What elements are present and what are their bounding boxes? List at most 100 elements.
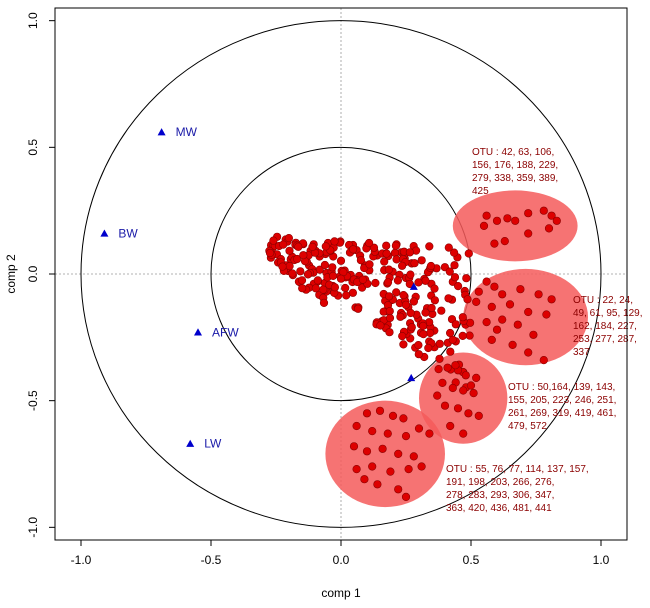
variable-label: BW: [118, 226, 138, 240]
data-point: [330, 237, 339, 246]
data-point: [552, 216, 561, 225]
data-point: [444, 243, 453, 252]
data-point: [378, 444, 387, 453]
data-point: [409, 297, 419, 306]
data-point: [384, 265, 394, 274]
data-point: [524, 229, 533, 238]
cluster-label-line: 162, 184, 227,: [573, 321, 637, 332]
data-point: [373, 480, 382, 489]
cluster-label-line: 363, 420, 436, 481, 441: [446, 503, 552, 514]
data-point: [462, 274, 471, 283]
data-point: [349, 245, 358, 254]
data-point: [472, 297, 481, 307]
cluster-ellipse: [419, 352, 508, 444]
data-point: [349, 442, 359, 451]
y-axis: -1.0 -0.5 0.0 0.5 1.0: [26, 12, 55, 538]
data-point: [498, 290, 507, 299]
data-point: [369, 243, 379, 252]
data-point: [472, 373, 481, 383]
data-point: [474, 287, 483, 296]
data-point: [376, 321, 385, 330]
data-point: [419, 321, 428, 331]
data-point: [505, 300, 515, 309]
data-point: [393, 276, 403, 285]
data-point: [288, 269, 297, 278]
data-point: [365, 260, 374, 269]
data-point: [419, 330, 428, 339]
cluster-label-line: 49, 61, 95, 129,: [573, 308, 643, 319]
data-point: [341, 283, 350, 293]
data-point: [448, 335, 457, 344]
data-point: [362, 409, 372, 418]
cluster-label-line: OTU : 42, 63, 106,: [472, 147, 554, 158]
data-point: [380, 257, 389, 266]
data-point: [435, 354, 444, 363]
data-point: [398, 261, 407, 270]
data-point: [511, 216, 520, 225]
data-point: [360, 475, 369, 484]
data-point: [425, 429, 434, 438]
data-point: [399, 291, 408, 300]
data-point: [482, 211, 491, 220]
data-point: [406, 270, 415, 279]
variable-marker-triangle: [194, 328, 202, 336]
x-tick-label: 1.0: [593, 553, 610, 567]
data-point: [516, 285, 525, 294]
data-point: [278, 262, 287, 271]
data-point: [437, 306, 446, 315]
data-point: [524, 348, 533, 357]
y-tick-label: -1.0: [26, 517, 40, 538]
data-point: [482, 277, 491, 286]
data-point: [401, 432, 411, 441]
data-point: [492, 216, 502, 225]
cluster-labels: OTU : 42, 63, 106, 156, 176, 188, 229, 279…: [446, 147, 643, 514]
data-point: [303, 270, 313, 279]
data-point: [529, 330, 538, 339]
data-point: [410, 259, 419, 268]
data-point: [391, 241, 401, 250]
data-point: [279, 240, 288, 249]
correlation-circles: [80, 20, 602, 528]
data-point: [459, 386, 468, 395]
data-point: [401, 300, 411, 309]
data-point: [358, 275, 368, 284]
variable-marker-triangle: [407, 373, 416, 382]
data-point: [266, 248, 275, 258]
data-point: [328, 263, 337, 272]
data-point: [409, 452, 418, 461]
data-point: [365, 238, 374, 248]
data-point: [421, 276, 430, 285]
y-axis-label: comp 2: [4, 254, 18, 294]
variable-marker-triangle: [409, 282, 418, 290]
data-points: [265, 206, 561, 502]
x-tick-label: 0.5: [463, 553, 480, 567]
data-point: [542, 310, 551, 319]
data-point: [446, 347, 455, 356]
data-point: [399, 414, 408, 423]
data-point: [450, 248, 459, 257]
y-tick-label: -0.5: [26, 390, 40, 411]
data-point: [451, 361, 460, 370]
data-point: [524, 209, 533, 218]
variable-marker-triangle: [157, 128, 166, 136]
data-point: [513, 320, 522, 329]
data-point: [524, 307, 533, 317]
data-point: [490, 282, 499, 291]
data-point: [284, 234, 294, 243]
data-point: [498, 315, 507, 324]
data-point: [329, 271, 338, 281]
data-point: [503, 214, 512, 223]
data-point: [299, 251, 308, 260]
data-point: [396, 312, 405, 321]
data-point: [330, 283, 340, 292]
data-point: [427, 303, 436, 313]
cluster-label-line: OTU : 50,164, 139, 143,: [508, 382, 615, 393]
data-point: [430, 296, 440, 305]
data-point: [293, 254, 302, 264]
data-point: [405, 248, 415, 257]
data-point: [414, 278, 423, 287]
x-tick-label: -0.5: [201, 553, 222, 567]
data-point: [383, 429, 392, 438]
variable-label: MW: [176, 125, 198, 139]
data-point: [319, 285, 328, 294]
